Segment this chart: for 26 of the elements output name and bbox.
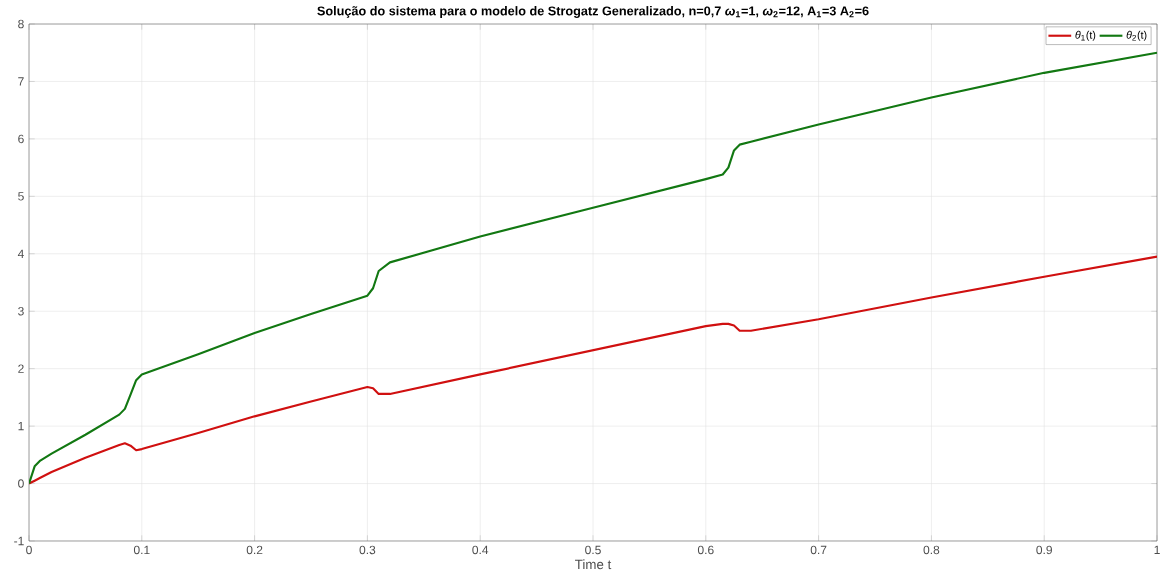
x-tick-label: 0.5 (585, 545, 601, 555)
legend-label: θ$_{1}$(t) (1075, 30, 1096, 41)
x-tick-label: 0.2 (246, 545, 263, 555)
x-tick-label: 0.6 (697, 545, 714, 555)
x-tick-label: 0 (26, 545, 32, 555)
x-tick-label: 0.4 (472, 545, 489, 555)
y-tick-label: 8 (18, 19, 24, 29)
chart-title: Solução do sistema para o modelo de Strogatz Generalizado, n=0,7 ω$_{1}$=1, ω$_{2}$=12, A$_{1}$=3 A$_{2}$=6 (317, 6, 869, 18)
y-tick-label: 5 (18, 192, 24, 201)
y-tick-label: -1 (14, 536, 24, 546)
x-tick-label: 1 (1154, 545, 1160, 554)
y-tick-label: 6 (18, 134, 24, 144)
line-series (29, 51, 1158, 485)
y-tick-label: 1 (18, 421, 24, 431)
x-tick-label: 0.9 (1036, 545, 1052, 555)
x-tick-label: 0.8 (923, 545, 940, 555)
y-tick-label: 2 (18, 364, 24, 373)
x-tick-label: 0.1 (133, 545, 150, 555)
y-tick-label: 0 (18, 479, 24, 488)
y-tick-label: 4 (17, 249, 24, 258)
legend-label: θ$_{2}$(t) (1126, 30, 1147, 41)
x-tick-label: 0.3 (359, 545, 376, 555)
y-tick-label: 3 (18, 306, 24, 316)
x-tick-label: 0.7 (810, 545, 827, 555)
y-tick-label: 7 (18, 77, 24, 86)
x-axis-title: Time t (575, 559, 612, 570)
